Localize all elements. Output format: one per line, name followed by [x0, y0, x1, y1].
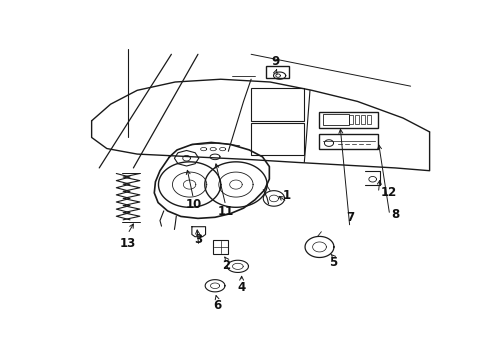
Text: 5: 5: [329, 256, 337, 269]
Bar: [251, 123, 303, 155]
Text: 8: 8: [392, 208, 400, 221]
Bar: [319, 134, 378, 149]
Bar: [349, 115, 353, 125]
Bar: [322, 114, 349, 125]
Text: 10: 10: [185, 198, 201, 211]
Bar: [251, 88, 303, 121]
Text: 13: 13: [120, 237, 136, 250]
Bar: [361, 115, 365, 125]
Bar: [267, 66, 289, 78]
Bar: [355, 115, 359, 125]
Text: 7: 7: [346, 211, 354, 224]
Bar: [368, 115, 371, 125]
Text: 6: 6: [213, 299, 221, 312]
Text: 1: 1: [283, 189, 291, 202]
Text: 11: 11: [218, 205, 234, 219]
Text: 12: 12: [380, 186, 396, 199]
Text: 4: 4: [238, 281, 246, 294]
Bar: [213, 240, 228, 254]
Text: 2: 2: [222, 260, 230, 273]
Bar: [319, 112, 378, 128]
Text: 3: 3: [195, 233, 203, 246]
Text: 9: 9: [271, 55, 280, 68]
